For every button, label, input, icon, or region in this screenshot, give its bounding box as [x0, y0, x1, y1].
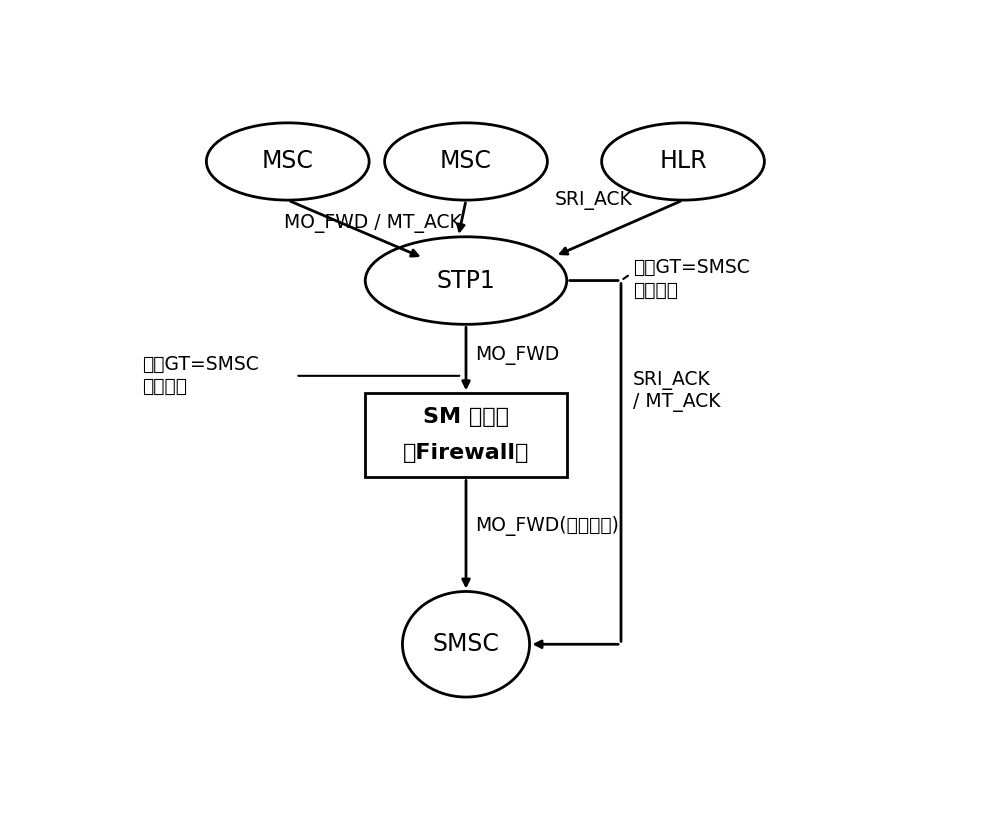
Text: MO_FWD / MT_ACK: MO_FWD / MT_ACK: [284, 214, 462, 233]
Text: SRI_ACK: SRI_ACK: [555, 191, 633, 210]
Bar: [365, 393, 567, 477]
Text: 虚拟地址: 虚拟地址: [142, 377, 187, 396]
Ellipse shape: [206, 123, 369, 200]
Text: （Firewall）: （Firewall）: [403, 443, 529, 463]
Text: SM 防火墙: SM 防火墙: [423, 407, 509, 427]
Text: SRI_ACK: SRI_ACK: [633, 371, 710, 390]
Text: MSC: MSC: [440, 150, 492, 174]
Ellipse shape: [602, 123, 764, 200]
Text: SMSC: SMSC: [433, 632, 499, 656]
Text: 目的GT=SMSC: 目的GT=SMSC: [633, 258, 749, 278]
Text: MO_FWD: MO_FWD: [475, 346, 560, 365]
Ellipse shape: [365, 237, 567, 324]
Text: HLR: HLR: [659, 150, 707, 174]
Text: MO_FWD(虚拟地址): MO_FWD(虚拟地址): [475, 517, 619, 537]
Ellipse shape: [385, 123, 547, 200]
Ellipse shape: [402, 592, 530, 697]
Text: 目的GT=SMSC: 目的GT=SMSC: [142, 354, 259, 374]
Text: / MT_ACK: / MT_ACK: [633, 394, 720, 412]
Text: 物理地址: 物理地址: [633, 281, 678, 300]
Text: STP1: STP1: [437, 268, 495, 293]
Text: MSC: MSC: [262, 150, 314, 174]
